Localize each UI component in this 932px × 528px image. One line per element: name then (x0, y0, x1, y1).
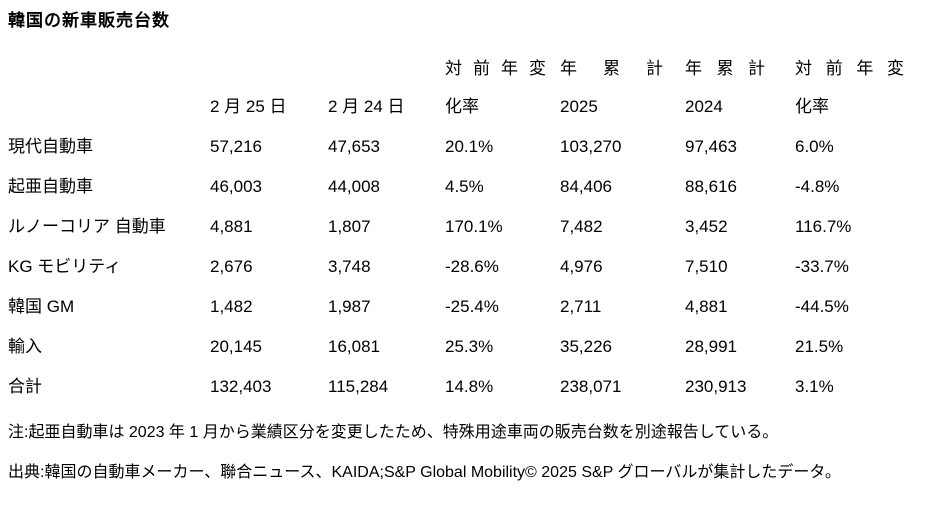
cell-feb25: 46,003 (210, 177, 262, 196)
header-year-2024: 2024 (685, 97, 723, 116)
cell-feb24: 1,807 (328, 217, 371, 236)
cell-ytd-2025: 4,976 (560, 257, 603, 276)
cell-feb25: 20,145 (210, 337, 262, 356)
sales-table: 対 前 年 変 年 累 計 年 累 計 対 前 年 変 2 月 25 日 2 月… (8, 54, 932, 404)
header-empty (328, 54, 445, 86)
cell-yoy-daily: 14.8% (445, 377, 494, 396)
cell-ytd-2024: 3,452 (685, 217, 728, 236)
table-row-kia: 起亜自動車 46,003 44,008 4.5% 84,406 88,616 -… (8, 164, 932, 204)
table-row-total: 合計 132,403 115,284 14.8% 238,071 230,913… (8, 364, 932, 404)
cell-feb25: 2,676 (210, 257, 253, 276)
row-label-imports: 輸入 (8, 337, 42, 356)
cell-ytd-2024: 7,510 (685, 257, 728, 276)
cell-yoy-ytd: 21.5% (795, 337, 844, 356)
cell-feb24: 47,653 (328, 137, 380, 156)
cell-yoy-daily: 25.3% (445, 337, 494, 356)
header-empty (8, 86, 210, 124)
cell-yoy-ytd: -4.8% (795, 177, 840, 196)
header-ytd-2024-label: 年 累 計 (685, 59, 765, 78)
header-empty (210, 54, 328, 86)
cell-ytd-2024: 97,463 (685, 137, 737, 156)
header-row-bottom: 2 月 25 日 2 月 24 日 化率 2025 2024 化率 (8, 86, 932, 124)
cell-ytd-2025: 35,226 (560, 337, 612, 356)
cell-yoy-daily: 4.5% (445, 177, 484, 196)
cell-ytd-2025: 2,711 (560, 297, 602, 316)
row-label-kg-mobility: KG モビリティ (8, 257, 122, 276)
header-year-2025: 2025 (560, 97, 598, 116)
cell-ytd-2025: 238,071 (560, 377, 622, 396)
cell-feb24: 44,008 (328, 177, 380, 196)
cell-yoy-ytd: 6.0% (795, 137, 834, 156)
cell-ytd-2025: 84,406 (560, 177, 612, 196)
cell-feb24: 16,081 (328, 337, 380, 356)
row-label-hyundai: 現代自動車 (8, 137, 93, 156)
table-row-hyundai: 現代自動車 57,216 47,653 20.1% 103,270 97,463… (8, 124, 932, 164)
cell-feb25: 132,403 (210, 377, 272, 396)
cell-feb24: 1,987 (328, 297, 371, 316)
cell-feb25: 1,482 (210, 297, 253, 316)
header-date-feb24: 2 月 24 日 (328, 97, 405, 116)
cell-feb24: 3,748 (328, 257, 371, 276)
cell-yoy-ytd: 116.7% (795, 217, 852, 236)
table-body: 現代自動車 57,216 47,653 20.1% 103,270 97,463… (8, 124, 932, 404)
header-yoy-change-daily-label: 対 前 年 変 (445, 59, 546, 78)
cell-yoy-daily: -28.6% (445, 257, 499, 276)
cell-ytd-2025: 7,482 (560, 217, 603, 236)
header-rate-daily: 化率 (445, 97, 479, 116)
header-rate-ytd: 化率 (795, 97, 829, 116)
header-date-feb25: 2 月 25 日 (210, 97, 287, 116)
cell-feb25: 4,881 (210, 217, 253, 236)
row-label-renault-korea: ルノーコリア 自動車 (8, 217, 166, 236)
row-label-kia: 起亜自動車 (8, 177, 93, 196)
header-ytd-2024: 年 累 計 (685, 54, 795, 86)
table-row-renault-korea: ルノーコリア 自動車 4,881 1,807 170.1% 7,482 3,45… (8, 204, 932, 244)
cell-feb25: 57,216 (210, 137, 262, 156)
header-ytd-2025-label: 年 累 計 (560, 59, 663, 78)
header-row-top: 対 前 年 変 年 累 計 年 累 計 対 前 年 変 (8, 54, 932, 86)
cell-yoy-daily: 20.1% (445, 137, 494, 156)
footnote: 注:起亜自動車は 2023 年 1 月から業績区分を変更したため、特殊用途車両の… (8, 424, 779, 441)
cell-ytd-2025: 103,270 (560, 137, 622, 156)
cell-yoy-daily: 170.1% (445, 217, 503, 236)
cell-yoy-daily: -25.4% (445, 297, 499, 316)
header-yoy-change-daily: 対 前 年 変 (445, 54, 560, 86)
header-empty (8, 54, 210, 86)
table-row-korea-gm: 韓国 GM 1,482 1,987 -25.4% 2,711 4,881 -44… (8, 284, 932, 324)
cell-ytd-2024: 88,616 (685, 177, 737, 196)
table-row-kg-mobility: KG モビリティ 2,676 3,748 -28.6% 4,976 7,510 … (8, 244, 932, 284)
table-row-imports: 輸入 20,145 16,081 25.3% 35,226 28,991 21.… (8, 324, 932, 364)
source-note: 出典:韓国の自動車メーカー、聯合ニュース、KAIDA;S&P Global Mo… (8, 464, 841, 481)
cell-yoy-ytd: 3.1% (795, 377, 834, 396)
cell-yoy-ytd: -44.5% (795, 297, 849, 316)
header-ytd-2025: 年 累 計 (560, 54, 685, 86)
page-title: 韓国の新車販売台数 (8, 11, 170, 30)
cell-ytd-2024: 28,991 (685, 337, 737, 356)
row-label-total: 合計 (8, 377, 42, 396)
cell-ytd-2024: 4,881 (685, 297, 728, 316)
cell-feb24: 115,284 (328, 377, 389, 396)
header-yoy-change-ytd-label: 対 前 年 変 (795, 59, 904, 78)
cell-ytd-2024: 230,913 (685, 377, 747, 396)
header-yoy-change-ytd: 対 前 年 変 (795, 54, 932, 86)
row-label-korea-gm: 韓国 GM (8, 297, 75, 316)
cell-yoy-ytd: -33.7% (795, 257, 849, 276)
